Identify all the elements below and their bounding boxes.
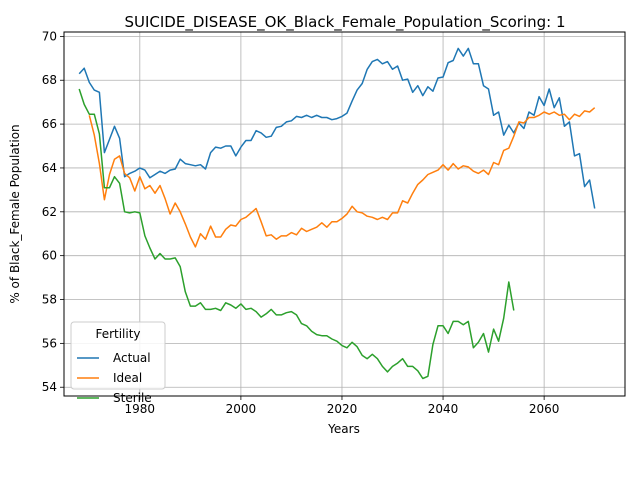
y-tick-label: 66 [42, 117, 57, 131]
legend-label-actual: Actual [113, 351, 151, 365]
y-tick-label: 62 [42, 205, 57, 219]
x-tick-label: 2040 [428, 402, 459, 416]
y-tick-label: 54 [42, 380, 57, 394]
y-tick-label: 58 [42, 293, 57, 307]
series-line-actual [79, 48, 595, 208]
y-tick-label: 56 [42, 336, 57, 350]
legend-label-ideal: Ideal [113, 371, 142, 385]
legend: Fertility Actual Ideal Sterile [71, 322, 165, 405]
y-axis-label: % of Black_Female Population [8, 124, 22, 303]
x-axis-label: Years [327, 422, 360, 436]
y-tick-label: 70 [42, 29, 57, 43]
y-tick-label: 68 [42, 73, 57, 87]
legend-title: Fertility [95, 327, 140, 341]
chart-title: SUICIDE_DISEASE_OK_Black_Female_Populati… [124, 13, 565, 32]
x-axis-ticks: 1980 2000 2020 2040 2060 [125, 396, 560, 416]
y-tick-label: 64 [42, 161, 57, 175]
y-axis-ticks: 54 56 58 60 62 64 66 68 70 [42, 29, 64, 394]
legend-label-sterile: Sterile [113, 391, 152, 405]
x-tick-label: 2020 [327, 402, 358, 416]
x-tick-label: 2060 [529, 402, 560, 416]
x-tick-label: 2000 [226, 402, 257, 416]
y-tick-label: 60 [42, 249, 57, 263]
